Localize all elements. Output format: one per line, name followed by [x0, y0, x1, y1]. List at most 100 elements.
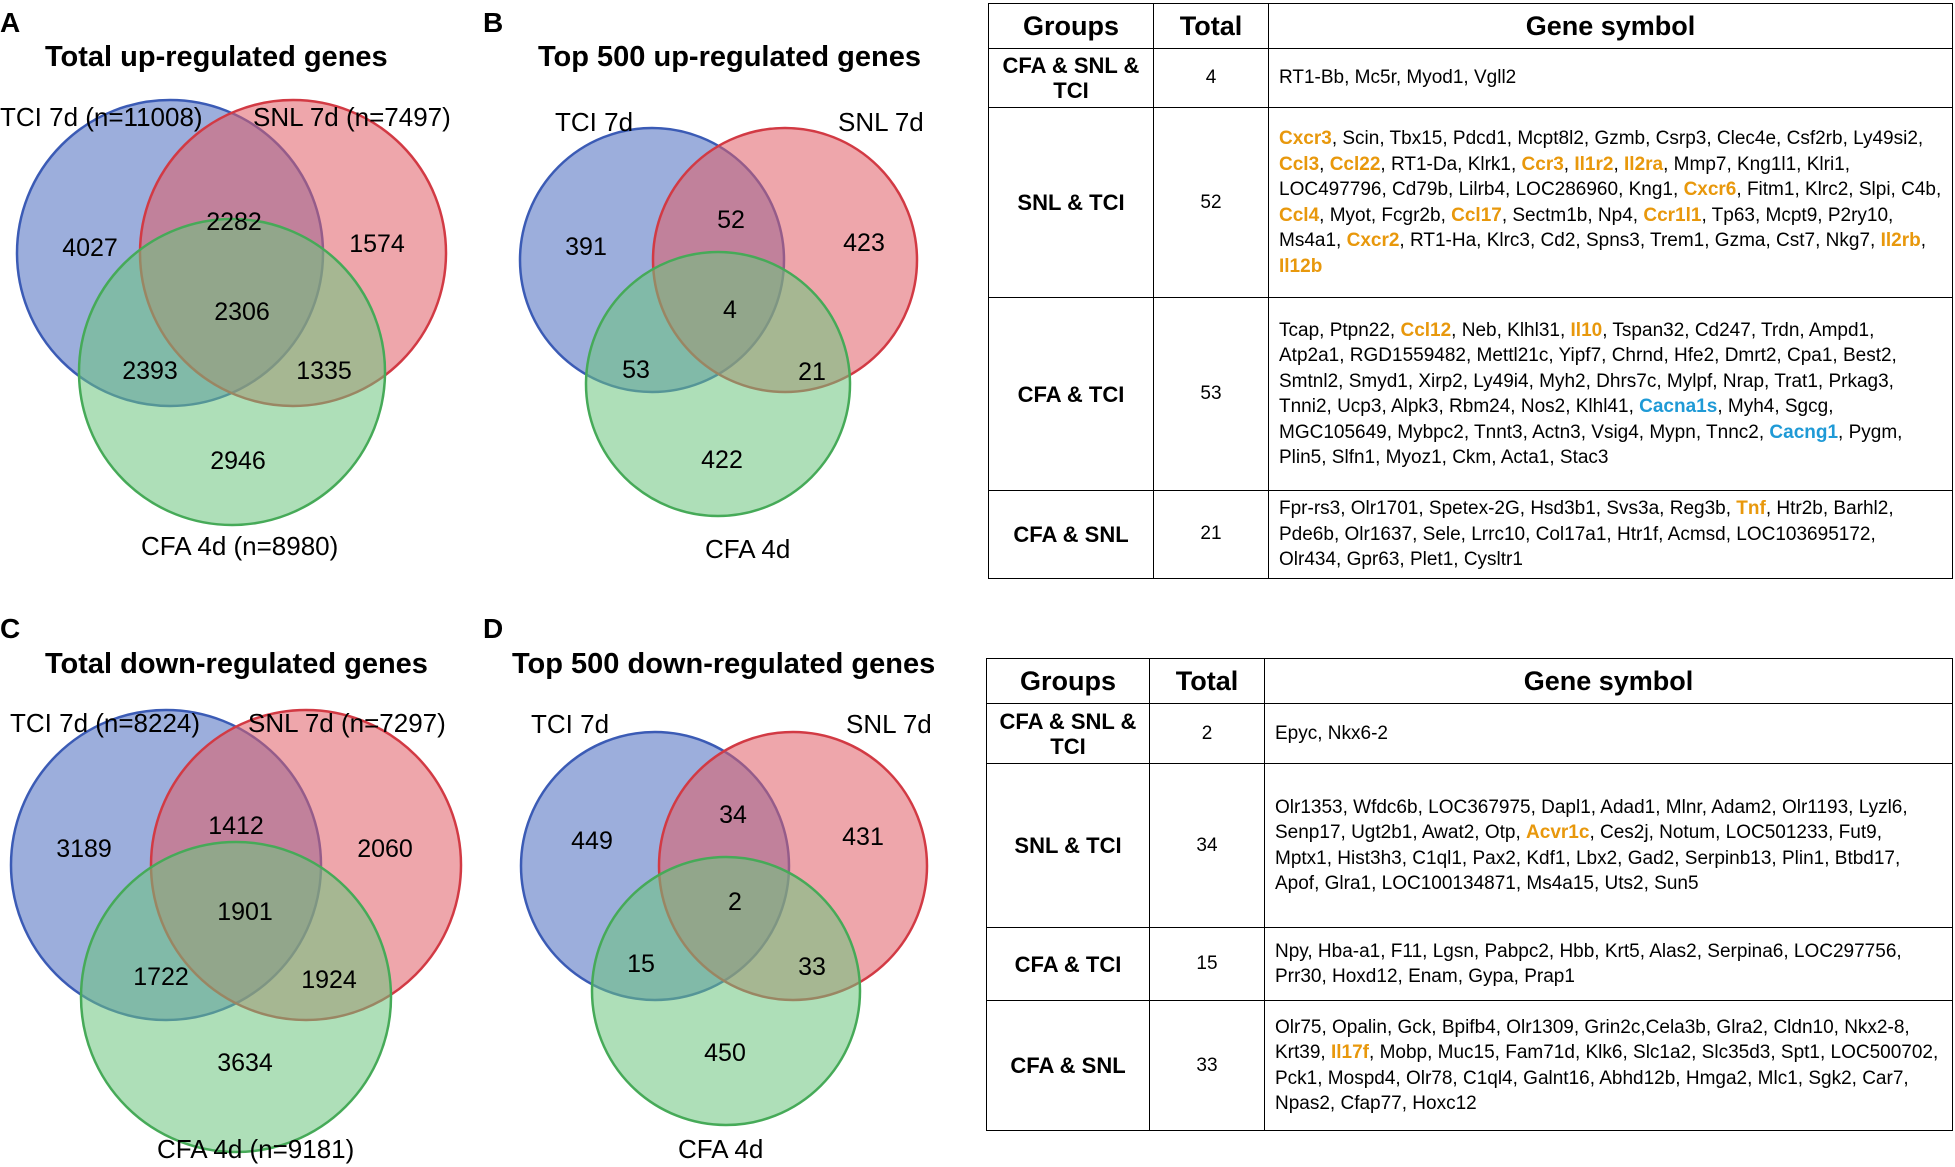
highlighted-gene: Ccl22: [1329, 153, 1381, 175]
highlighted-gene: Il1r2: [1574, 153, 1614, 175]
panel-title-c: Total down-regulated genes: [45, 648, 428, 680]
gene-symbol-cell: Npy, Hba-a1, F11, Lgsn, Pabpc2, Hbb, Krt…: [1264, 927, 1953, 1001]
gene-list-text: Npy, Hba-a1, F11, Lgsn, Pabpc2, Hbb, Krt…: [1275, 940, 1902, 988]
gene-list-text: , Tp63, Mcpt9, P2ry10, Ms4a1,: [1279, 204, 1894, 252]
gene-symbol-cell: Cxcr3, Scin, Tbx15, Pdcd1, Mcpt8l2, Gzmb…: [1268, 107, 1953, 298]
table-row: CFA & TCI 53 Tcap, Ptpn22, Ccl12, Neb, K…: [988, 297, 1953, 491]
total-cell: 2: [1149, 703, 1265, 764]
gene-list-text: ,: [1613, 153, 1625, 175]
count-snl-cfa: 1335: [296, 357, 352, 385]
header-total: Total: [1153, 3, 1269, 49]
panel-title-d: Top 500 down-regulated genes: [512, 648, 935, 680]
panel-d: D Top 500 down-regulated genes TCI 7d SN…: [483, 613, 935, 1164]
gene-list-text: Olr1353, Wfdc6b, LOC367975, Dapl1, Adad1…: [1275, 796, 1908, 844]
total-cell: 53: [1153, 297, 1269, 491]
set-label-tci: TCI 7d (n=8224): [10, 708, 200, 738]
gene-symbol-cell: Olr75, Opalin, Gck, Bpifb4, Olr1309, Gri…: [1264, 1000, 1953, 1131]
highlighted-gene: Cacna1s: [1639, 396, 1718, 417]
count-tci-cfa: 1722: [133, 963, 189, 991]
count-all: 2306: [214, 298, 270, 326]
header-groups: Groups: [988, 3, 1154, 49]
set-label-snl: SNL 7d (n=7297): [248, 708, 446, 738]
gene-list-text: , Pygm, Plin5, Slfn1, Myoz1, Ckm, Acta1,…: [1279, 421, 1903, 469]
count-tci-only: 4027: [62, 234, 118, 262]
highlighted-gene: Acvr1c: [1526, 822, 1590, 843]
gene-list-text: , Mmp7, Kng1l1, Klri1, LOC497796, Cd79b,…: [1279, 153, 1851, 201]
header-groups: Groups: [986, 658, 1150, 704]
gene-symbol-cell: RT1-Bb, Mc5r, Myod1, Vgll2: [1268, 48, 1953, 108]
group-cell: CFA & SNL: [986, 1000, 1150, 1131]
group-cell: CFA & TCI: [986, 927, 1150, 1001]
total-cell: 34: [1149, 763, 1265, 928]
count-all: 1901: [217, 898, 273, 926]
gene-list-text: , Scin, Tbx15, Pdcd1, Mcpt8l2, Gzmb, Csr…: [1331, 128, 1924, 149]
table-row: CFA & TCI 15 Npy, Hba-a1, F11, Lgsn, Pab…: [986, 927, 1953, 1001]
gene-list-text: , Myh4, Sgcg, MGC105649, Mybpc2, Tnnt3, …: [1279, 396, 1834, 443]
highlighted-gene: Ccl12: [1400, 319, 1452, 341]
group-cell: SNL & TCI: [988, 107, 1154, 298]
gene-list-text: , Neb, Klhl31,: [1451, 319, 1571, 341]
count-tci-cfa: 53: [622, 356, 650, 384]
gene-list-text: , Myot, Fcgr2b,: [1319, 204, 1452, 226]
group-cell: CFA & SNL & TCI: [988, 48, 1154, 108]
count-tci-snl: 52: [717, 206, 745, 234]
set-label-cfa: CFA 4d: [705, 534, 790, 564]
panel-title-a: Total up-regulated genes: [45, 41, 388, 73]
highlighted-gene: Cxcr3: [1279, 128, 1332, 149]
down-gene-table: Groups Total Gene symbol CFA & SNL & TCI…: [986, 658, 1953, 1131]
set-label-snl: SNL 7d (n=7497): [253, 102, 451, 132]
set-label-tci: TCI 7d: [555, 107, 633, 137]
table-row: SNL & TCI 52 Cxcr3, Scin, Tbx15, Pdcd1, …: [988, 107, 1953, 298]
set-label-cfa: CFA 4d: [678, 1134, 763, 1164]
group-cell: CFA & SNL & TCI: [986, 703, 1150, 764]
cfa-circle: [584, 250, 852, 518]
panel-letter-c: C: [0, 613, 20, 644]
set-label-tci: TCI 7d: [531, 709, 609, 739]
count-snl-cfa: 1924: [301, 966, 357, 994]
gene-list-text: Tcap, Ptpn22,: [1279, 319, 1401, 341]
count-all: 2: [728, 888, 742, 916]
cfa-circle: [77, 217, 387, 527]
gene-list-text: Olr75, Opalin, Gck, Bpifb4, Olr1309, Gri…: [1275, 1016, 1910, 1064]
total-cell: 21: [1153, 490, 1269, 579]
set-label-snl: SNL 7d: [838, 107, 924, 137]
gene-symbol-cell: Tcap, Ptpn22, Ccl12, Neb, Klhl31, Il10, …: [1268, 297, 1953, 491]
cfa-circle: [79, 840, 393, 1154]
gene-symbol-cell: Fpr-rs3, Olr1701, Spetex-2G, Hsd3b1, Svs…: [1268, 490, 1953, 579]
count-tci-snl: 2282: [206, 208, 262, 236]
gene-list-text: , Sectm1b, Np4,: [1501, 204, 1644, 226]
count-cfa-only: 3634: [217, 1049, 273, 1077]
set-label-cfa: CFA 4d (n=8980): [141, 531, 338, 561]
highlighted-gene: Il2ra: [1624, 153, 1664, 175]
panel-letter-a: A: [0, 7, 20, 38]
set-label-snl: SNL 7d: [846, 709, 932, 739]
panel-a: A Total up-regulated genes TCI 7d (n=110…: [0, 7, 451, 561]
table-header-row: Groups Total Gene symbol: [988, 3, 1953, 49]
gene-list-text: ,: [1563, 153, 1575, 175]
count-snl-cfa: 33: [798, 953, 826, 981]
count-tci-cfa: 2393: [122, 357, 178, 385]
table-row: CFA & SNL 33 Olr75, Opalin, Gck, Bpifb4,…: [986, 1000, 1953, 1131]
count-snl-only: 423: [843, 229, 885, 257]
total-cell: 52: [1153, 107, 1269, 298]
count-tci-cfa: 15: [627, 950, 655, 978]
gene-list-text: , RT1-Da, Klrk1,: [1380, 153, 1522, 175]
up-gene-table: Groups Total Gene symbol CFA & SNL & TCI…: [988, 3, 1953, 579]
highlighted-gene: Tnf: [1736, 498, 1766, 519]
highlighted-gene: Il17f: [1330, 1042, 1370, 1063]
gene-list-text: ,: [1319, 153, 1330, 175]
gene-list-text: RT1-Bb, Mc5r, Myod1, Vgll2: [1279, 67, 1517, 89]
gene-list-text: , Htr2b, Barhl2, Pde6b, Olr1637, Sele, L…: [1279, 498, 1894, 570]
count-all: 4: [723, 296, 737, 324]
count-snl-only: 2060: [357, 835, 413, 863]
total-cell: 4: [1153, 48, 1269, 108]
count-snl-only: 431: [842, 823, 884, 851]
highlighted-gene: Ccr1l1: [1643, 204, 1702, 226]
header-total: Total: [1149, 658, 1265, 704]
count-tci-snl: 34: [719, 801, 747, 829]
count-cfa-only: 2946: [210, 447, 266, 475]
set-label-tci: TCI 7d (n=11008): [0, 102, 203, 132]
panel-c: C Total down-regulated genes TCI 7d (n=8…: [0, 613, 463, 1164]
count-tci-snl: 1412: [208, 812, 264, 840]
count-cfa-only: 422: [701, 446, 743, 474]
